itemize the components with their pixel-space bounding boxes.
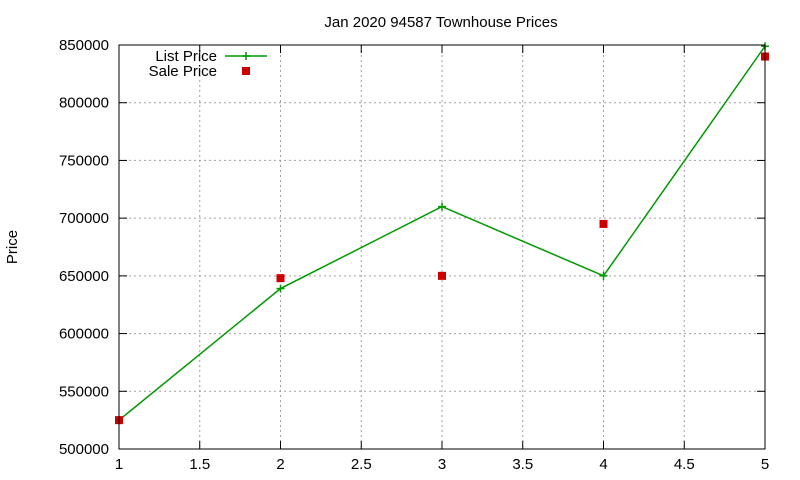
grid-lines	[119, 45, 765, 449]
legend-label: Sale Price	[149, 63, 217, 80]
legend-label: List Price	[155, 48, 217, 65]
x-tick-label: 4	[599, 456, 607, 473]
x-tick-label: 2	[276, 456, 284, 473]
y-axis-label: Price	[4, 230, 21, 264]
sale-price-point	[599, 219, 608, 228]
list-price-point	[276, 284, 285, 293]
sale-price-point	[276, 274, 285, 283]
sale-price-point	[438, 271, 446, 280]
x-tick-label: 3	[438, 456, 446, 473]
y-tick-label: 500000	[59, 441, 109, 458]
list-price-point	[438, 202, 446, 211]
series-sale-price	[115, 52, 769, 425]
axis-ticks: 1 1.5 2 2.5 3 3.5 4 4.5 5 500000 550000 600000 65000…	[59, 37, 769, 473]
x-tick-label: 2.5	[351, 456, 372, 473]
x-tick-label: 1	[115, 456, 123, 473]
x-tick-label: 3.5	[512, 456, 533, 473]
legend-square-marker	[242, 67, 250, 75]
list-price-point	[599, 271, 608, 280]
chart-title: Jan 2020 94587 Townhouse Prices	[324, 14, 557, 31]
x-tick-label: 4.5	[674, 456, 695, 473]
legend-plus-marker	[242, 52, 250, 60]
y-tick-label: 700000	[59, 210, 109, 227]
x-tick-label: 1.5	[189, 456, 210, 473]
y-tick-label: 850000	[59, 37, 109, 54]
y-tick-label: 750000	[59, 152, 109, 169]
y-tick-label: 550000	[59, 383, 109, 400]
y-tick-label: 650000	[59, 268, 109, 285]
plot-frame	[118, 44, 766, 450]
x-tick-label: 5	[761, 456, 769, 473]
y-tick-label: 600000	[59, 326, 109, 343]
y-tick-label: 800000	[59, 95, 109, 112]
